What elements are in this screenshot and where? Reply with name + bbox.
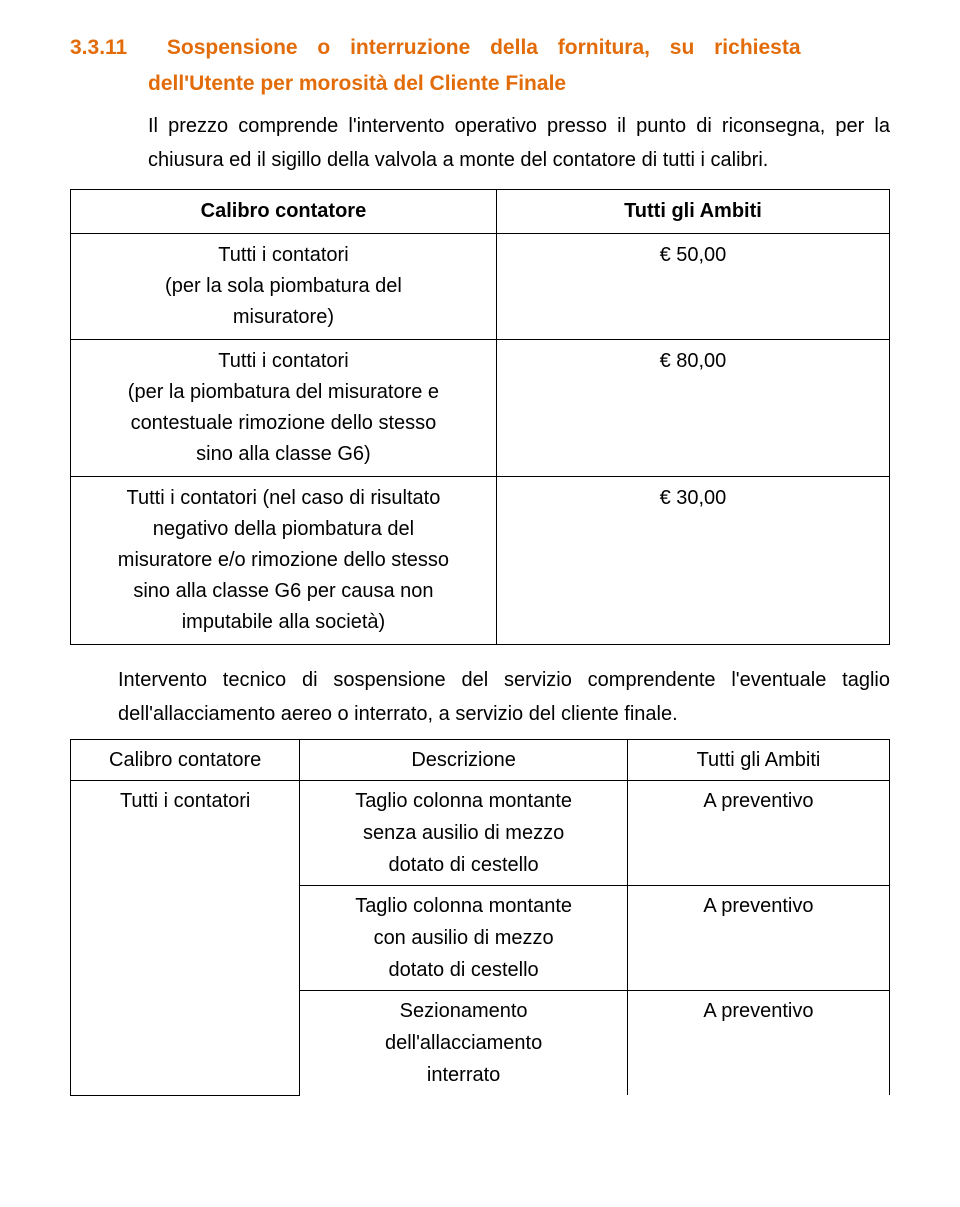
table-row: Tutti i contatori(per la sola piombatura… [71,234,890,340]
table-header-row: Calibro contatore Tutti gli Ambiti [71,190,890,234]
cell2-price-1: A preventivo [627,781,889,886]
cell-price-2: € 80,00 [496,340,889,477]
table-row: Tutti i contatori Taglio colonna montant… [71,781,890,886]
section-heading: 3.3.11 Sospensione o interruzione della … [70,30,890,101]
table-row: Tutti i contatori (nel caso di risultato… [71,477,890,645]
col-header-ambiti: Tutti gli Ambiti [496,190,889,234]
table-header-row: Calibro contatore Descrizione Tutti gli … [71,740,890,781]
heading-line2: dell'Utente per morosità del Cliente Fin… [70,72,566,95]
document-page: 3.3.11 Sospensione o interruzione della … [0,0,960,1136]
heading-line1: Sospensione o interruzione della fornitu… [167,36,801,59]
cell-price-1: € 50,00 [496,234,889,340]
heading-number: 3.3.11 [70,36,127,59]
col2-header-descrizione: Descrizione [300,740,628,781]
cell2-desc-2: Taglio colonna montantecon ausilio di me… [300,886,628,991]
col-header-calibro: Calibro contatore [71,190,497,234]
cell2-price-3: A preventivo [627,991,889,1096]
intervention-paragraph: Intervento tecnico di sospensione del se… [70,663,890,731]
cell2-desc-3: Sezionamentodell'allacciamentointerrato [300,991,628,1096]
cell2-desc-1: Taglio colonna montantesenza ausilio di … [300,781,628,886]
col2-header-calibro: Calibro contatore [71,740,300,781]
pricing-table-2: Calibro contatore Descrizione Tutti gli … [70,739,890,1096]
pricing-table-1: Calibro contatore Tutti gli Ambiti Tutti… [70,189,890,645]
table-row: Tutti i contatori(per la piombatura del … [71,340,890,477]
cell2-price-2: A preventivo [627,886,889,991]
intro-paragraph: Il prezzo comprende l'intervento operati… [70,109,890,177]
cell-desc-3: Tutti i contatori (nel caso di risultato… [71,477,497,645]
cell2-calibro: Tutti i contatori [71,781,300,1096]
cell-desc-1: Tutti i contatori(per la sola piombatura… [71,234,497,340]
col2-header-ambiti: Tutti gli Ambiti [627,740,889,781]
cell-desc-2: Tutti i contatori(per la piombatura del … [71,340,497,477]
cell-price-3: € 30,00 [496,477,889,645]
